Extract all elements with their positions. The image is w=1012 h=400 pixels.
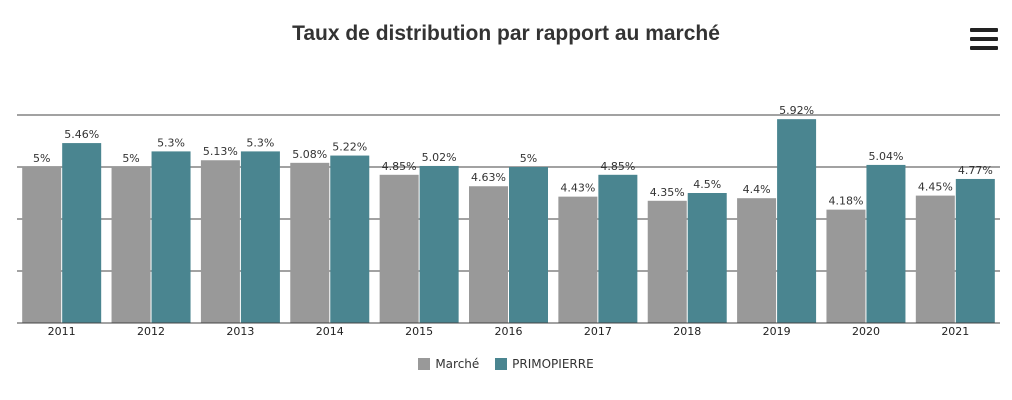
- data-label: 5.46%: [64, 128, 99, 141]
- bar-marche: [379, 174, 419, 323]
- x-tick-label: 2013: [226, 325, 254, 338]
- bar-marche: [111, 167, 151, 323]
- data-label: 4.63%: [471, 171, 506, 184]
- bar-primopierre: [955, 178, 995, 323]
- bar-marche: [200, 160, 240, 323]
- x-tick-label: 2020: [852, 325, 880, 338]
- data-label: 5%: [520, 152, 537, 165]
- x-tick-label: 2011: [48, 325, 76, 338]
- data-label: 4.43%: [560, 182, 595, 195]
- chart-title: Taux de distribution par rapport au marc…: [292, 22, 720, 45]
- x-tick-label: 2019: [763, 325, 791, 338]
- data-label: 4.5%: [693, 178, 721, 191]
- legend: Marché PRIMOPIERRE: [0, 357, 1012, 373]
- x-tick-label: 2021: [941, 325, 969, 338]
- data-label: 4.85%: [600, 160, 635, 173]
- x-tick-label: 2016: [495, 325, 523, 338]
- legend-swatch-primopierre: [495, 358, 508, 370]
- x-tick-label: 2018: [673, 325, 701, 338]
- legend-item-primopierre[interactable]: PRIMOPIERRE: [495, 357, 594, 371]
- bar-marche: [290, 162, 330, 323]
- data-label: 4.85%: [382, 160, 417, 173]
- bar-primopierre: [240, 151, 280, 323]
- bar-primopierre: [509, 167, 548, 323]
- bar-primopierre: [151, 151, 191, 323]
- data-label: 5%: [33, 152, 50, 165]
- data-label: 4.35%: [650, 186, 685, 199]
- data-label: 4.77%: [958, 164, 993, 177]
- data-label: 5.3%: [157, 136, 185, 149]
- data-label: 5.08%: [292, 148, 327, 161]
- data-label: 5.13%: [203, 145, 238, 158]
- legend-swatch-marche: [418, 358, 431, 370]
- data-label: 4.18%: [828, 195, 863, 208]
- bar-primopierre: [777, 119, 817, 323]
- bar-marche: [915, 195, 955, 323]
- bar-marche: [558, 196, 598, 323]
- legend-label-marche: Marché: [435, 357, 480, 371]
- data-label: 5.04%: [868, 150, 903, 163]
- bar-primopierre: [330, 155, 370, 323]
- x-tick-label: 2012: [137, 325, 165, 338]
- bar-primopierre: [687, 193, 727, 323]
- data-label: 5%: [122, 152, 139, 165]
- data-label: 5.92%: [779, 104, 814, 117]
- legend-label-primopierre: PRIMOPIERRE: [512, 357, 594, 371]
- data-label: 5.22%: [332, 141, 367, 154]
- bar-primopierre: [598, 174, 638, 323]
- data-label: 5.3%: [246, 136, 274, 149]
- bar-marche: [737, 198, 777, 323]
- x-tick-label: 2015: [405, 325, 433, 338]
- x-tick-label: 2014: [316, 325, 344, 338]
- bar-primopierre: [866, 164, 906, 323]
- data-label: 4.4%: [743, 183, 771, 196]
- bar-marche: [469, 186, 508, 323]
- bar-marche: [647, 200, 687, 323]
- bar-primopierre: [419, 165, 459, 323]
- bar-marche: [22, 167, 62, 323]
- legend-item-marche[interactable]: Marché: [418, 357, 479, 371]
- x-tick-label: 2017: [584, 325, 612, 338]
- data-label: 4.45%: [918, 181, 953, 194]
- bar-primopierre: [62, 143, 102, 323]
- hamburger-menu-icon[interactable]: [970, 28, 998, 52]
- data-label: 5.02%: [422, 151, 457, 164]
- bar-marche: [826, 209, 866, 323]
